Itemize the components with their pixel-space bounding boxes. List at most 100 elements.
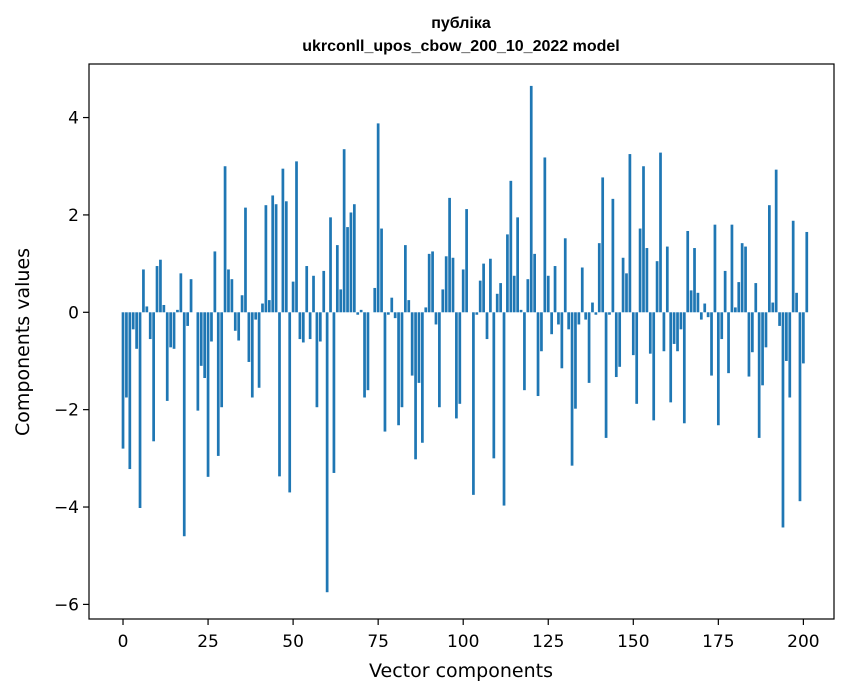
bar	[284, 201, 288, 313]
bar	[638, 228, 642, 313]
bar	[662, 312, 666, 352]
bar	[689, 290, 693, 313]
bar	[577, 312, 581, 325]
bar	[618, 312, 622, 367]
bar	[206, 312, 210, 477]
y-axis: −6 −4 −2 0 2 4	[54, 109, 89, 615]
bar	[254, 312, 258, 320]
bar	[305, 266, 309, 313]
bar	[645, 248, 649, 313]
bar	[703, 303, 707, 313]
bar	[417, 312, 421, 383]
bar	[757, 312, 761, 438]
bar	[172, 312, 176, 349]
bar	[628, 154, 632, 313]
bar	[584, 312, 588, 320]
bar	[506, 234, 509, 313]
bar	[390, 297, 394, 313]
bar	[682, 312, 686, 424]
bar	[614, 312, 618, 378]
bar	[601, 177, 605, 313]
bar	[352, 204, 356, 313]
bar	[131, 312, 135, 330]
bar	[526, 279, 530, 313]
bar	[642, 166, 645, 313]
bar	[747, 312, 751, 377]
bar	[594, 312, 598, 315]
bar	[574, 312, 577, 409]
bar	[376, 123, 380, 313]
bar	[315, 312, 319, 408]
bar	[516, 217, 519, 313]
bar	[213, 251, 217, 313]
bar	[659, 152, 662, 313]
bar	[380, 228, 383, 313]
bar	[410, 312, 414, 376]
bar	[121, 312, 125, 449]
bar	[778, 312, 781, 326]
bar	[655, 261, 659, 313]
bar	[424, 307, 428, 313]
bar	[165, 312, 169, 401]
bar	[298, 312, 302, 340]
chart-title-line2: ukrconll_upos_cbow_200_10_2022 model	[302, 38, 619, 55]
bar	[686, 230, 690, 313]
bar	[478, 280, 482, 313]
y-tick-label: 2	[68, 206, 79, 226]
bar	[699, 312, 703, 320]
bar	[125, 312, 128, 398]
bar	[451, 257, 455, 313]
bar	[771, 302, 775, 313]
x-tick-label: 25	[197, 632, 219, 652]
bar	[676, 312, 679, 352]
bar	[128, 312, 132, 470]
bar	[553, 266, 557, 313]
bar	[492, 312, 496, 459]
bar	[142, 269, 145, 313]
bar	[196, 312, 200, 411]
x-tick-label: 75	[367, 632, 389, 652]
bar	[533, 253, 536, 313]
y-tick-label: 0	[68, 303, 79, 323]
bar	[455, 312, 458, 419]
bar	[648, 312, 652, 354]
bar	[696, 292, 700, 313]
bar	[152, 312, 155, 442]
bar	[407, 300, 411, 313]
x-tick-label: 0	[118, 632, 129, 652]
bar	[621, 257, 625, 313]
bar	[485, 312, 489, 340]
bar	[580, 267, 584, 313]
bar	[727, 312, 730, 374]
bar	[557, 312, 560, 325]
bar	[774, 169, 778, 313]
bar	[546, 275, 550, 313]
bar	[791, 220, 795, 313]
bar	[795, 292, 798, 313]
bar	[489, 258, 492, 313]
bar	[802, 312, 805, 364]
bar	[247, 312, 251, 362]
chart-title-line1: публіка	[431, 15, 491, 32]
bar	[138, 312, 142, 508]
bar	[155, 266, 159, 313]
bar	[751, 312, 754, 353]
x-tick-label: 50	[282, 632, 304, 652]
bar	[189, 279, 193, 313]
bar	[591, 302, 594, 313]
bar	[536, 312, 540, 397]
bar	[186, 312, 190, 326]
bar	[713, 224, 717, 313]
bar	[560, 312, 564, 369]
bar	[768, 205, 771, 313]
bar	[570, 312, 574, 466]
x-tick-label: 100	[447, 632, 479, 652]
bars-group	[121, 85, 809, 593]
x-tick-label: 200	[787, 632, 819, 652]
bar	[223, 166, 227, 313]
bar	[550, 312, 554, 335]
bar	[720, 312, 724, 340]
bar	[427, 253, 431, 313]
bar	[387, 312, 390, 315]
bar	[400, 312, 404, 408]
